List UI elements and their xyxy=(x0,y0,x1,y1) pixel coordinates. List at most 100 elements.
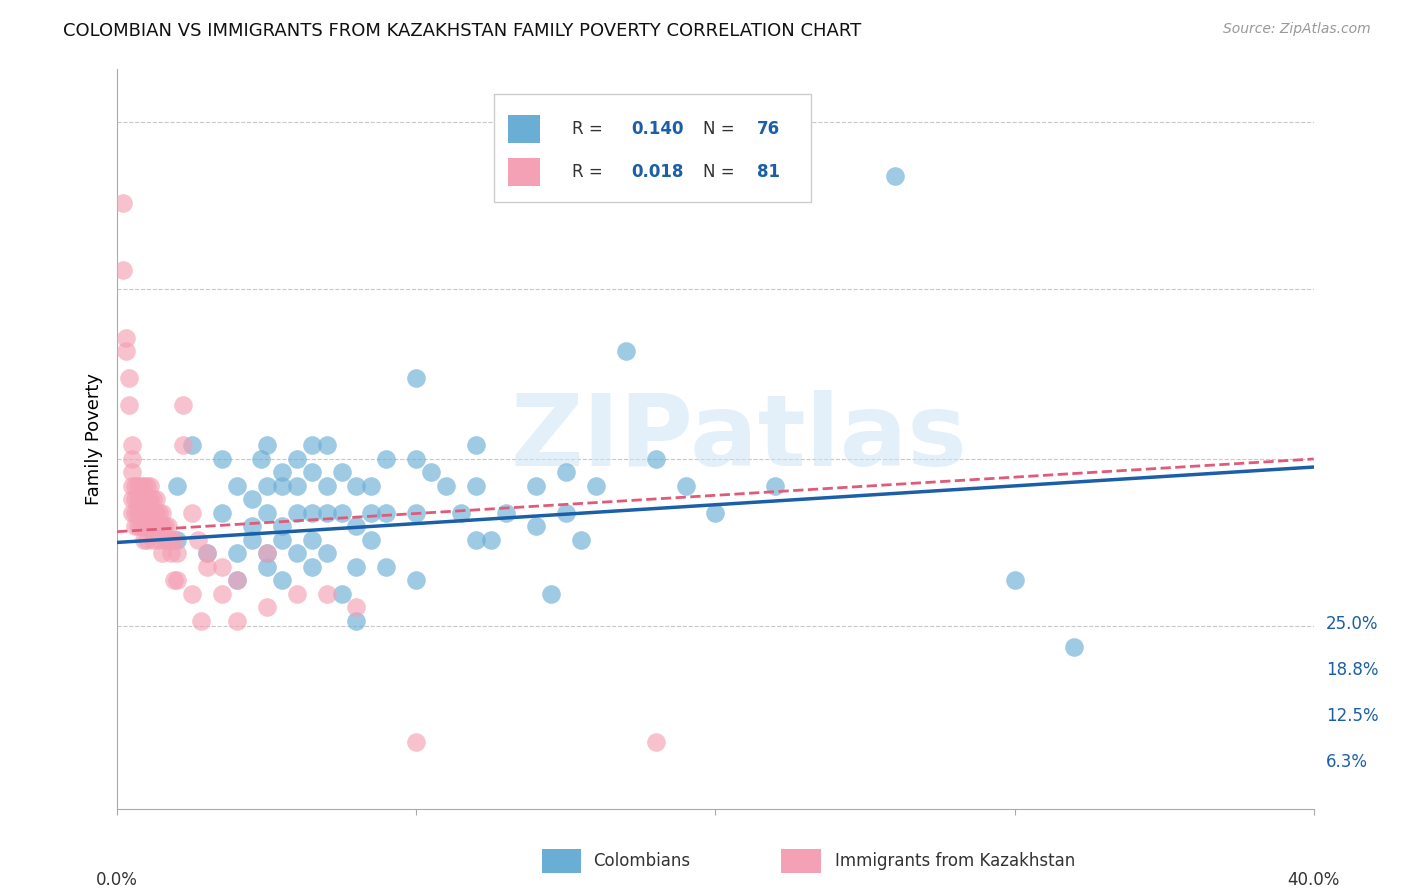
Point xyxy=(405,452,427,467)
Bar xyxy=(782,849,821,873)
Point xyxy=(124,506,146,520)
Point xyxy=(139,492,162,507)
Text: 12.5%: 12.5% xyxy=(1326,707,1378,725)
Point xyxy=(132,519,155,533)
Text: Immigrants from Kazakhstan: Immigrants from Kazakhstan xyxy=(835,852,1076,870)
Point xyxy=(225,479,247,493)
Point xyxy=(285,506,308,520)
Point xyxy=(139,479,162,493)
Point xyxy=(142,506,165,520)
Point xyxy=(129,506,152,520)
Point xyxy=(375,506,398,520)
Point xyxy=(346,559,368,574)
Bar xyxy=(509,158,540,186)
Point xyxy=(148,506,170,520)
Text: 40.0%: 40.0% xyxy=(1288,871,1340,889)
Point xyxy=(172,438,194,452)
Point xyxy=(132,492,155,507)
Point xyxy=(240,533,263,547)
Point xyxy=(285,586,308,600)
Point xyxy=(124,519,146,533)
Text: COLOMBIAN VS IMMIGRANTS FROM KAZAKHSTAN FAMILY POVERTY CORRELATION CHART: COLOMBIAN VS IMMIGRANTS FROM KAZAKHSTAN … xyxy=(63,22,862,40)
Point xyxy=(465,438,488,452)
Point xyxy=(644,452,666,467)
Point xyxy=(211,559,233,574)
Point xyxy=(136,533,159,547)
Point xyxy=(225,614,247,628)
Point xyxy=(148,533,170,547)
Point xyxy=(127,492,149,507)
Point xyxy=(166,533,188,547)
Point xyxy=(211,452,233,467)
Text: R =: R = xyxy=(572,120,607,137)
Point xyxy=(554,466,576,480)
Point xyxy=(166,546,188,560)
Bar xyxy=(509,115,540,143)
Point xyxy=(172,398,194,412)
Point xyxy=(330,586,353,600)
Point xyxy=(124,492,146,507)
Point xyxy=(195,546,218,560)
Point xyxy=(585,479,607,493)
Point xyxy=(450,506,472,520)
Point xyxy=(121,452,143,467)
Point xyxy=(479,533,502,547)
Point xyxy=(127,506,149,520)
Text: 18.8%: 18.8% xyxy=(1326,661,1378,679)
Point xyxy=(112,263,135,277)
Point xyxy=(139,506,162,520)
Point xyxy=(127,519,149,533)
Text: 81: 81 xyxy=(758,162,780,181)
Point xyxy=(270,479,292,493)
Point xyxy=(285,452,308,467)
Point xyxy=(360,479,382,493)
Point xyxy=(142,533,165,547)
Point xyxy=(315,506,337,520)
Point xyxy=(157,519,180,533)
Point xyxy=(256,559,278,574)
Point xyxy=(375,559,398,574)
Point xyxy=(405,573,427,587)
Point xyxy=(181,586,204,600)
Point xyxy=(132,479,155,493)
Point xyxy=(132,506,155,520)
Point xyxy=(256,479,278,493)
Point xyxy=(195,559,218,574)
Point xyxy=(360,533,382,547)
Point xyxy=(465,479,488,493)
Point xyxy=(315,438,337,452)
Point xyxy=(181,438,204,452)
Point xyxy=(124,479,146,493)
Point xyxy=(160,546,183,560)
Point xyxy=(301,559,323,574)
Point xyxy=(195,546,218,560)
Point xyxy=(150,546,173,560)
Point xyxy=(121,479,143,493)
Point xyxy=(346,600,368,615)
Point xyxy=(270,533,292,547)
Point xyxy=(315,479,337,493)
Point xyxy=(127,479,149,493)
Point xyxy=(256,506,278,520)
Point xyxy=(132,533,155,547)
Point xyxy=(301,506,323,520)
Point xyxy=(240,492,263,507)
Point xyxy=(121,466,143,480)
Point xyxy=(181,506,204,520)
Point xyxy=(166,479,188,493)
Text: ZIPatlas: ZIPatlas xyxy=(510,391,967,487)
Point xyxy=(315,546,337,560)
Point xyxy=(270,466,292,480)
Point xyxy=(150,519,173,533)
Point xyxy=(763,479,786,493)
Point xyxy=(301,438,323,452)
Point xyxy=(524,479,547,493)
Point xyxy=(121,438,143,452)
Point xyxy=(256,438,278,452)
Point xyxy=(129,519,152,533)
Point xyxy=(118,371,141,385)
Point xyxy=(190,614,212,628)
Point xyxy=(153,519,176,533)
Point xyxy=(465,533,488,547)
Point xyxy=(150,506,173,520)
